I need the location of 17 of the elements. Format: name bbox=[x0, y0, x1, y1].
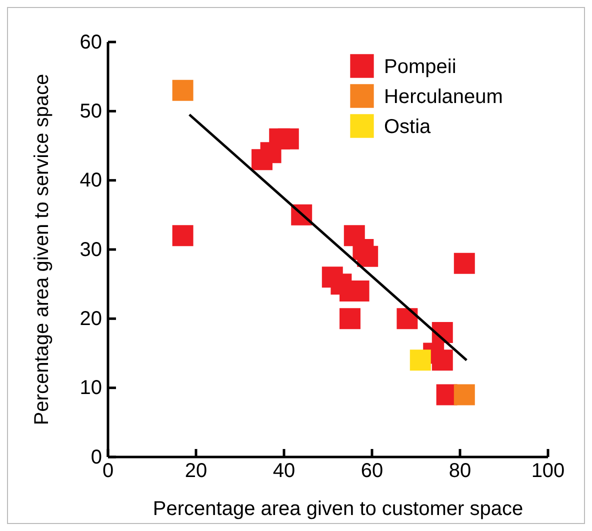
y-axis-title: Percentage area given to service space bbox=[31, 74, 53, 426]
legend-label: Herculaneum bbox=[384, 86, 503, 108]
legend-label: Ostia bbox=[384, 116, 432, 138]
y-tick-label: 30 bbox=[80, 238, 102, 261]
y-tick-label: 50 bbox=[80, 100, 102, 123]
y-tick-label: 60 bbox=[80, 31, 102, 54]
x-axis-title: Percentage area given to customer space bbox=[152, 498, 524, 520]
x-tick-label: 80 bbox=[448, 460, 472, 482]
y-tick-label: 0 bbox=[90, 446, 102, 468]
x-tick-label: 40 bbox=[272, 460, 296, 482]
legend-label: Pompeii bbox=[384, 56, 456, 78]
y-tick-label: 10 bbox=[80, 377, 102, 400]
x-tick-label: 20 bbox=[184, 460, 208, 482]
y-tick-label: 40 bbox=[80, 170, 102, 192]
y-tick-label: 20 bbox=[80, 308, 102, 330]
x-tick-label: 60 bbox=[360, 460, 384, 482]
x-tick-label: 100 bbox=[531, 460, 565, 482]
